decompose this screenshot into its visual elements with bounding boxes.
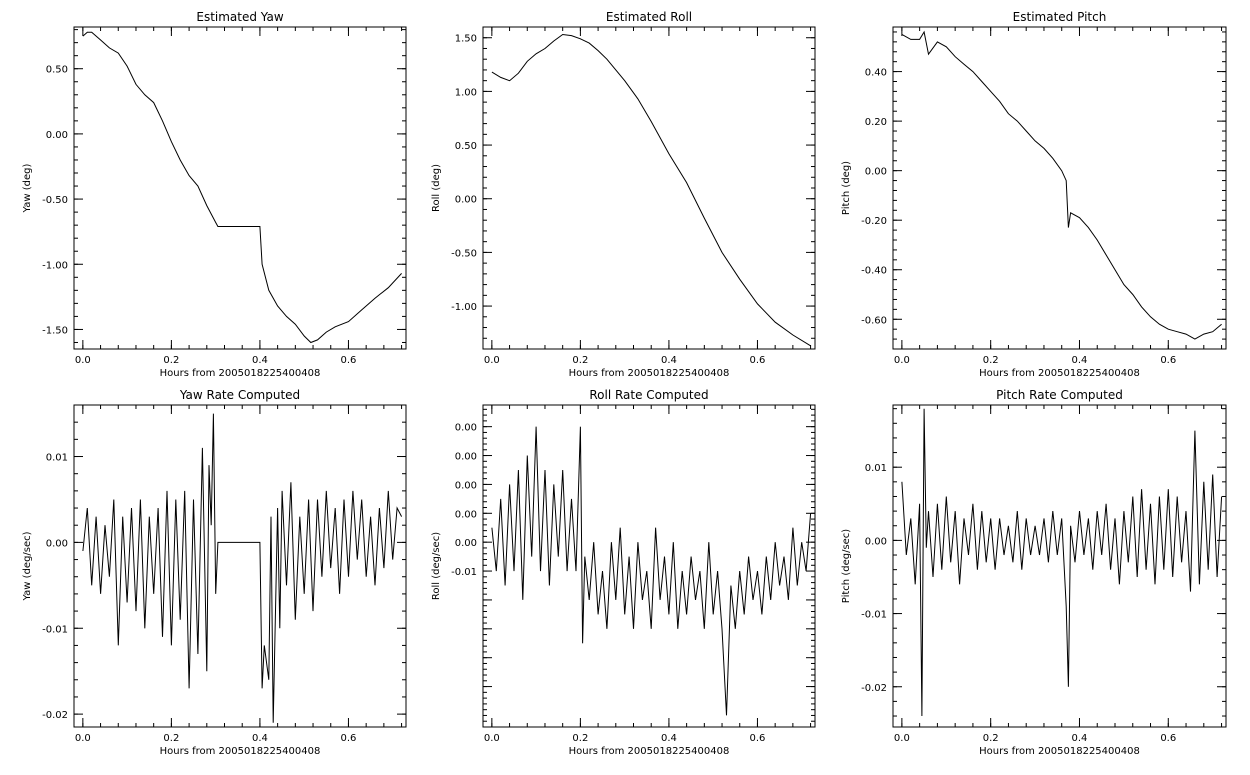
plot-frame [73,26,407,350]
x-tick-label: 0.4 [661,733,677,744]
y-tick-label: -0.01 [861,610,887,621]
x-tick-label: 0.6 [341,733,357,744]
x-tick-label: 0.6 [1160,355,1176,366]
y-axis-label: Roll (deg) [431,164,442,212]
y-tick-label: 0.00 [455,423,477,434]
plot-frame [892,26,1227,350]
x-tick-label: 0.2 [163,355,179,366]
y-tick-label: 0.00 [455,480,477,491]
y-tick-label: -0.50 [451,248,477,259]
x-tick-label: 0.6 [1160,733,1176,744]
series-line [82,31,402,344]
y-tick-label: 0.00 [455,195,477,206]
y-tick-label: -0.50 [42,195,68,206]
x-tick-label: 0.0 [75,355,91,366]
x-tick-label: 0.2 [983,733,999,744]
plot-frame [73,404,407,728]
x-tick-label: 0.0 [484,355,500,366]
x-tick-label: 0.0 [75,733,91,744]
y-axis-label: Roll (deg/sec) [431,532,442,600]
x-tick-label: 0.2 [983,355,999,366]
series-line [901,408,1223,717]
y-tick-label: -0.01 [451,567,477,578]
y-tick-label: 0.00 [46,538,68,549]
chart-title: Yaw Rate Computed [179,388,300,402]
y-tick-label: 0.01 [865,463,887,474]
x-tick-label: 0.0 [484,733,500,744]
y-axis-label: Yaw (deg/sec) [22,531,33,601]
x-axis-label: Hours from 2005018225400408 [569,368,730,379]
x-tick-label: 0.4 [1072,733,1088,744]
series-line [491,426,812,716]
series-line [82,413,403,723]
chart-panel-6: Pitch Rate Computed Hours from 2005018225… [841,388,1227,757]
chart-title: Pitch Rate Computed [996,388,1123,402]
y-tick-label: 0.50 [46,65,68,76]
chart-title: Roll Rate Computed [589,388,708,402]
y-tick-label: 0.00 [46,130,68,141]
chart-panel-2: Estimated Roll Hours from 200501822540040… [431,10,816,379]
x-axis-label: Hours from 2005018225400408 [979,368,1140,379]
x-tick-label: 0.4 [1072,355,1088,366]
plot-frame [482,26,816,350]
chart-title: Estimated Yaw [196,10,283,24]
y-tick-label: -0.40 [861,266,887,277]
x-tick-label: 0.4 [252,733,268,744]
x-tick-label: 0.4 [252,355,268,366]
y-tick-label: 0.00 [455,452,477,463]
y-axis-label: Pitch (deg/sec) [841,529,852,604]
y-tick-label: 0.00 [455,538,477,549]
x-axis-label: Hours from 2005018225400408 [160,368,321,379]
y-tick-label: 1.50 [455,34,477,45]
y-tick-label: -0.02 [861,683,887,694]
y-tick-label: -1.00 [451,302,477,313]
y-tick-label: -0.60 [861,315,887,326]
y-tick-label: -0.01 [42,624,68,635]
x-axis-label: Hours from 2005018225400408 [569,746,730,757]
x-axis-label: Hours from 2005018225400408 [160,746,321,757]
x-tick-label: 0.2 [572,733,588,744]
chart-panel-4: Yaw Rate Computed Hours from 200501822540… [22,388,407,757]
y-tick-label: -0.02 [42,710,68,721]
x-tick-label: 0.0 [894,355,910,366]
chart-title: Estimated Pitch [1013,10,1107,24]
series-line [901,30,1222,340]
y-tick-label: -0.20 [861,216,887,227]
y-tick-label: 1.00 [455,87,477,98]
y-axis-label: Pitch (deg) [841,161,852,215]
x-tick-label: 0.6 [750,355,766,366]
series-line [491,33,811,347]
chart-panel-1: Estimated Yaw Hours from 2005018225400408… [22,10,407,379]
y-tick-label: 0.00 [455,509,477,520]
plot-frame [892,404,1227,728]
y-tick-label: 0.50 [455,141,477,152]
chart-panel-5: Roll Rate Computed Hours from 20050182254… [431,388,816,757]
x-tick-label: 0.2 [163,733,179,744]
chart-panel-3: Estimated Pitch Hours from 20050182254004… [841,10,1227,379]
chart-title: Estimated Roll [606,10,692,24]
x-tick-label: 0.2 [572,355,588,366]
x-axis-label: Hours from 2005018225400408 [979,746,1140,757]
plot-frame [482,404,816,728]
y-tick-label: 0.01 [46,453,68,464]
x-tick-label: 0.6 [341,355,357,366]
x-tick-label: 0.6 [750,733,766,744]
y-tick-label: 0.00 [865,536,887,547]
y-tick-label: 0.40 [865,68,887,79]
y-tick-label: 0.00 [865,167,887,178]
x-tick-label: 0.0 [894,733,910,744]
y-axis-label: Yaw (deg) [22,163,33,213]
x-tick-label: 0.4 [661,355,677,366]
y-tick-label: -1.50 [42,325,68,336]
y-tick-label: -1.00 [42,260,68,271]
y-tick-label: 0.20 [865,117,887,128]
